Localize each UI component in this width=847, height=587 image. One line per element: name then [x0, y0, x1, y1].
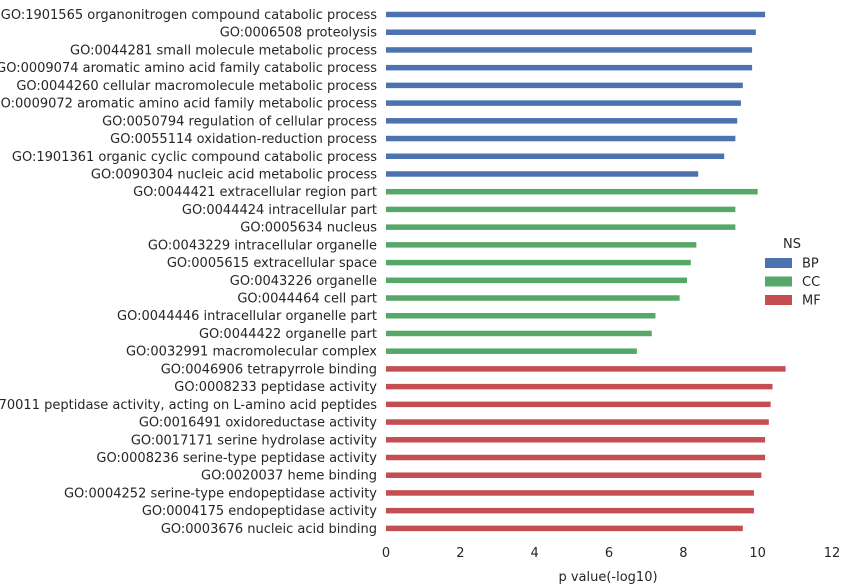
legend-swatch [765, 295, 792, 305]
y-tick-label: GO:0003676 nucleic acid binding [161, 522, 377, 537]
bar [386, 171, 699, 177]
bar [386, 383, 773, 390]
y-tick-label: GO:0055114 oxidation-reduction process [110, 132, 377, 147]
x-tick-label: 2 [456, 546, 464, 561]
x-axis-label: p value(-log10) [558, 570, 657, 585]
legend-swatch [765, 276, 792, 287]
bar [386, 242, 697, 248]
x-tick-labels: 0 2 4 6 8 10 12 [382, 546, 840, 561]
x-tick-label: 6 [605, 546, 613, 561]
legend-label: BP [802, 257, 819, 272]
bar [386, 206, 736, 213]
y-tick-label: GO:0004175 endopeptidase activity [142, 504, 377, 519]
y-tick-label: GO:0044260 cellular macromolecule metabo… [16, 79, 377, 94]
bar [386, 82, 743, 89]
legend-title: NS [783, 237, 801, 252]
bar [386, 437, 766, 443]
y-tick-label: GO:0050794 regulation of cellular proces… [102, 114, 377, 129]
bar [386, 153, 725, 160]
x-tick-label: 4 [531, 546, 539, 561]
y-tick-label: GO:0005615 extracellular space [167, 256, 377, 271]
bar [386, 47, 753, 53]
bar [386, 348, 637, 354]
bar [386, 330, 652, 337]
bar [386, 525, 743, 532]
y-tick-label: GO:0043229 intracellular organelle [148, 238, 377, 253]
bar [386, 135, 736, 142]
y-tick-label: GO:0044421 extracellular region part [133, 185, 377, 200]
bar [386, 277, 688, 284]
y-tick-label: GO:0005634 nucleus [240, 221, 377, 236]
legend-swatch [765, 258, 792, 268]
x-tick-label: 12 [824, 546, 841, 561]
bars-layer [386, 11, 786, 532]
bar [386, 454, 766, 461]
y-tick-label: GO:1901361 organic cyclic compound catab… [12, 150, 377, 165]
bar [386, 490, 754, 496]
bar [386, 472, 762, 478]
bar [386, 401, 771, 408]
bar [386, 64, 753, 71]
bar [386, 224, 736, 230]
y-tick-label: GO:0004252 serine-type endopeptidase act… [64, 486, 377, 501]
y-tick-label: GO:0070011 peptidase activity, acting on… [0, 398, 377, 413]
legend-entries: BP CC MF [765, 257, 821, 309]
legend: NS BP CC MF [765, 237, 821, 309]
y-tick-label: GO:0006508 proteolysis [220, 26, 377, 41]
y-tick-label: GO:0046906 tetrapyrrole binding [161, 362, 377, 377]
bar [386, 188, 758, 195]
y-tick-label: GO:0017171 serine hydrolase activity [131, 433, 377, 448]
bar [386, 100, 741, 106]
y-tick-label: GO:0008233 peptidase activity [174, 380, 377, 395]
y-tick-label: GO:0090304 nucleic acid metabolic proces… [91, 167, 377, 182]
bar [386, 419, 769, 425]
bar [386, 366, 786, 372]
bar [386, 259, 691, 266]
y-tick-label: GO:0044424 intracellular part [182, 203, 377, 218]
y-tick-label: GO:0032991 macromolecular complex [126, 345, 377, 360]
bar [386, 295, 680, 301]
y-tick-label: GO:0044446 intracellular organelle part [117, 309, 377, 324]
y-tick-labels: GO:1901565 organonitrogen compound catab… [0, 8, 377, 537]
y-tick-label: GO:0009072 aromatic amino acid family me… [0, 97, 377, 112]
y-tick-label: GO:0044422 organelle part [199, 327, 377, 342]
bar [386, 507, 754, 514]
bar [386, 29, 756, 35]
y-tick-label: GO:0009074 aromatic amino acid family ca… [0, 61, 377, 76]
legend-label: CC [802, 275, 820, 290]
bar [386, 11, 766, 18]
x-tick-label: 0 [382, 546, 390, 561]
y-tick-label: GO:0043226 organelle [230, 274, 377, 289]
bar [386, 312, 656, 319]
x-tick-label: 10 [749, 546, 766, 561]
y-tick-label: GO:0016491 oxidoreductase activity [139, 416, 377, 431]
y-tick-label: GO:0044281 small molecule metabolic proc… [70, 43, 377, 58]
y-tick-label: GO:0008236 serine-type peptidase activit… [96, 451, 377, 466]
y-tick-label: GO:0044464 cell part [237, 292, 377, 307]
x-tick-label: 8 [679, 546, 687, 561]
bar [386, 118, 738, 124]
y-tick-label: GO:0020037 heme binding [201, 469, 377, 484]
y-tick-label: GO:1901565 organonitrogen compound catab… [1, 8, 377, 23]
legend-label: MF [802, 294, 821, 309]
